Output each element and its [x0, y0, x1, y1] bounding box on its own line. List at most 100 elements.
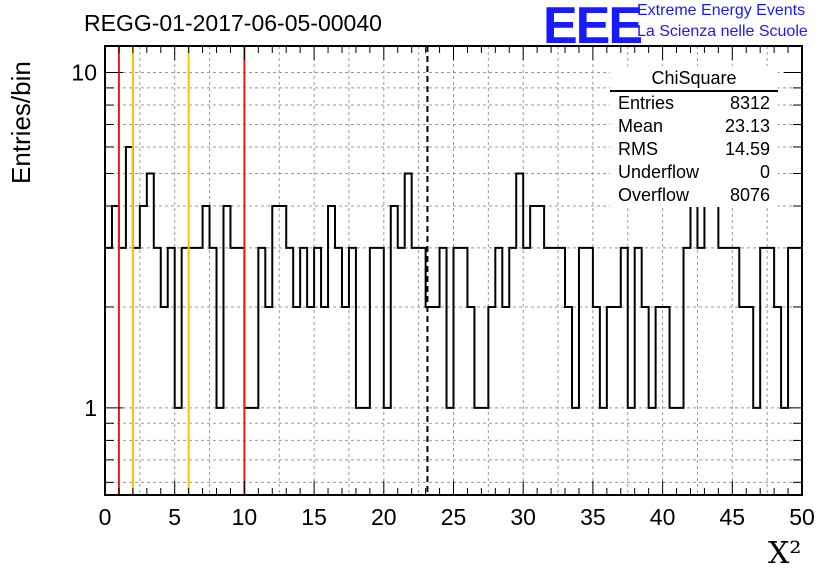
histogram-bin: [690, 206, 697, 495]
histogram-bin: [412, 248, 419, 495]
histogram-bin: [739, 307, 746, 495]
histogram-bin: [537, 206, 544, 495]
stats-value: 23.13: [724, 116, 770, 136]
histogram-bin: [551, 248, 558, 495]
stats-value: 8076: [729, 185, 770, 205]
x-tick-label: 40: [650, 504, 676, 530]
histogram-bin: [433, 307, 440, 495]
histogram-bin: [342, 307, 349, 495]
histogram-bin: [684, 248, 691, 495]
x-tick-label: 35: [580, 504, 606, 530]
histogram-bin: [349, 248, 356, 495]
histogram-bin: [168, 248, 175, 495]
logo-line-1: Extreme Energy Events: [637, 2, 806, 19]
y-tick-label: 1: [84, 395, 97, 421]
stats-label: Mean: [618, 116, 664, 136]
histogram-bin: [119, 248, 126, 495]
stats-label: RMS: [618, 139, 658, 159]
histogram-bin: [286, 248, 293, 495]
histogram-bin: [335, 248, 342, 495]
histogram-bin: [495, 248, 502, 495]
histogram-bin: [328, 206, 335, 495]
x-tick-label: 45: [720, 504, 746, 530]
histogram-bin: [656, 307, 663, 495]
stats-row-mean: Mean 23.13: [610, 115, 778, 138]
histogram-bin: [189, 248, 196, 495]
histogram-bin: [182, 248, 189, 495]
eee-logo: EEE: [543, 0, 643, 55]
histogram-bin: [711, 206, 718, 495]
histogram-bin: [237, 248, 244, 495]
histogram-bin: [516, 174, 523, 495]
stats-title: ChiSquare: [610, 66, 778, 92]
x-tick-label: 10: [232, 504, 258, 530]
histogram-bin: [607, 307, 614, 495]
histogram-bin: [774, 307, 781, 495]
stats-row-entries: Entries 8312: [610, 92, 778, 115]
histogram-bin: [509, 248, 516, 495]
histogram-bin: [230, 248, 237, 495]
stats-row-overflow: Overflow 8076: [610, 184, 778, 207]
x-axis-label: X²: [768, 536, 802, 571]
stats-row-rms: RMS 14.59: [610, 138, 778, 161]
histogram-bin: [126, 147, 133, 495]
histogram-bin: [642, 307, 649, 495]
stats-row-underflow: Underflow 0: [610, 161, 778, 184]
histogram-bin: [454, 248, 461, 495]
histogram-bin: [795, 248, 802, 495]
histogram-bin: [760, 248, 767, 495]
histogram-bin: [788, 248, 795, 495]
histogram-bin: [370, 248, 377, 495]
histogram-bin: [725, 248, 732, 495]
histogram-bin: [635, 248, 642, 495]
histogram-bin: [265, 307, 272, 495]
histogram-bin: [732, 248, 739, 495]
histogram-bin: [558, 248, 565, 495]
stats-value: 0: [759, 162, 770, 182]
histogram-bin: [579, 248, 586, 495]
x-tick-label: 20: [371, 504, 397, 530]
histogram-bin: [621, 248, 628, 495]
stats-label: Entries: [618, 93, 675, 113]
histogram-bin: [105, 248, 112, 495]
histogram-bin: [502, 307, 509, 495]
histogram-bin: [391, 206, 398, 495]
histogram-bin: [210, 248, 217, 495]
histogram-bin: [697, 248, 704, 495]
histogram-bin: [154, 248, 161, 495]
histogram-bin: [293, 307, 300, 495]
histogram-bin: [203, 206, 210, 495]
histogram-outline: [104, 145, 803, 495]
histogram-bin: [746, 307, 753, 495]
histogram-bin: [223, 206, 230, 495]
histogram-bin: [440, 248, 447, 495]
histogram-bin: [467, 307, 474, 495]
histogram-bin: [196, 248, 203, 495]
histogram-bin: [377, 248, 384, 495]
histogram-bin: [258, 248, 265, 495]
histogram-bin: [272, 206, 279, 495]
stats-label: Underflow: [618, 162, 700, 182]
histogram-bin: [488, 307, 495, 495]
stats-box: ChiSquare Entries 8312 Mean 23.13 RMS 14.59…: [610, 66, 778, 207]
histogram-bin: [314, 248, 321, 495]
histogram-bin: [544, 248, 551, 495]
histogram-bin: [405, 174, 412, 495]
y-tick-label: 10: [71, 60, 97, 86]
logo-line-2: La Scienza nelle Scuole: [637, 23, 808, 40]
x-tick-label: 15: [301, 504, 327, 530]
stats-value: 8312: [729, 93, 770, 113]
histogram-bin: [767, 248, 774, 495]
histogram-bin: [300, 248, 307, 495]
x-tick-label: 50: [789, 504, 815, 530]
histogram-bin: [112, 206, 119, 495]
histogram-bin: [140, 206, 147, 495]
y-axis-label: Entries/bin: [6, 61, 36, 184]
histogram-bin: [279, 206, 286, 495]
x-tick-label: 5: [168, 504, 181, 530]
histogram-bin: [704, 174, 711, 495]
x-tick-label: 25: [441, 504, 467, 530]
x-tick-label: 30: [510, 504, 536, 530]
histogram-bin: [161, 307, 168, 495]
